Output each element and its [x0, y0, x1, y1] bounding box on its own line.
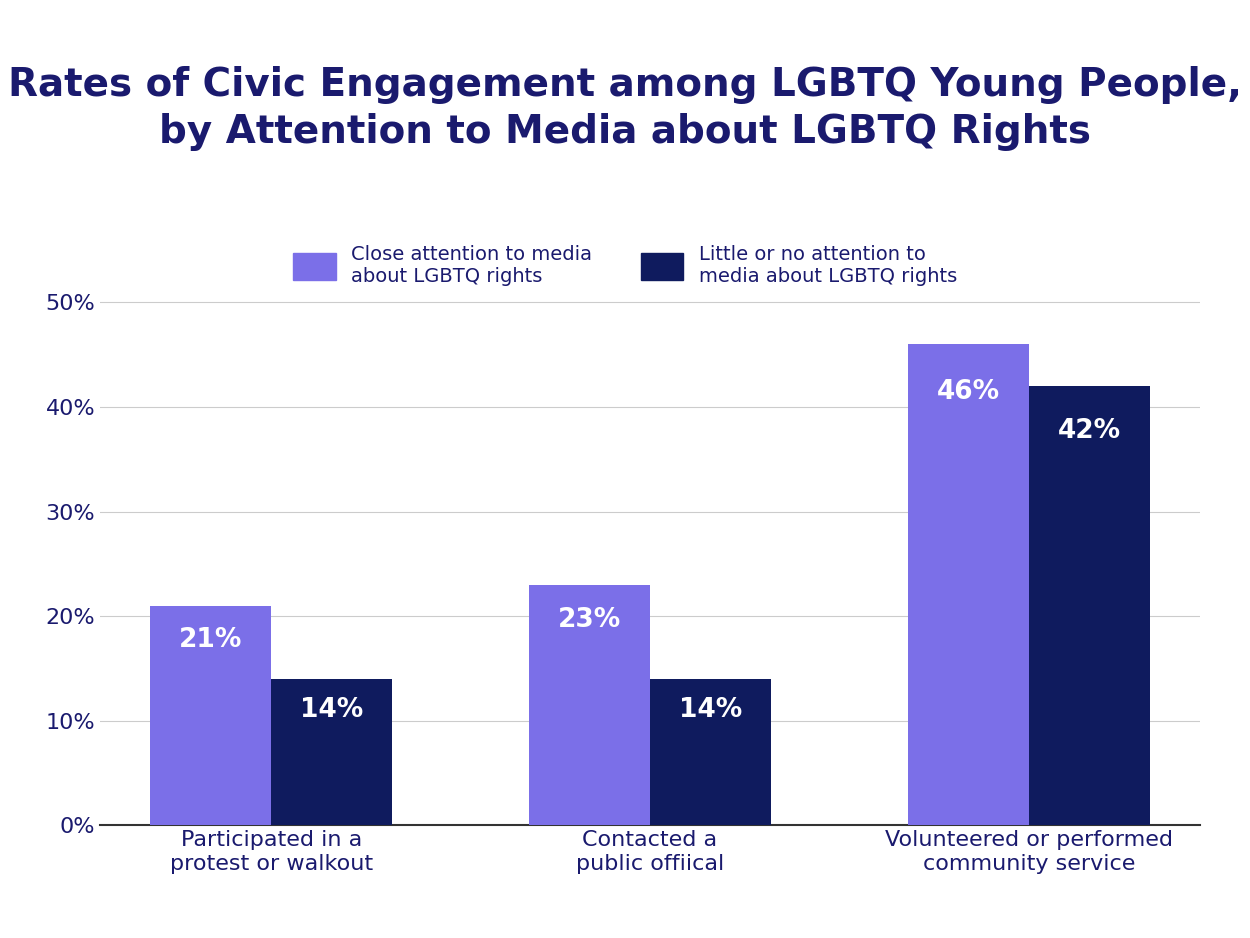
Bar: [150, 606, 271, 825]
Text: 46%: 46%: [936, 379, 1000, 404]
Text: 23%: 23%: [558, 607, 621, 633]
Bar: [650, 679, 771, 825]
Text: 21%: 21%: [179, 628, 242, 653]
Text: 42%: 42%: [1058, 418, 1121, 445]
Text: Rates of Civic Engagement among LGBTQ Young People,
by Attention to Media about : Rates of Civic Engagement among LGBTQ Yo…: [8, 66, 1242, 151]
Text: 14%: 14%: [300, 697, 364, 723]
Legend: Close attention to media
about LGBTQ rights, Little or no attention to
media abo: Close attention to media about LGBTQ rig…: [282, 234, 968, 295]
Bar: [1029, 386, 1150, 825]
Text: 14%: 14%: [679, 697, 742, 723]
Bar: [529, 584, 650, 825]
Bar: [908, 344, 1029, 825]
Bar: [271, 679, 392, 825]
